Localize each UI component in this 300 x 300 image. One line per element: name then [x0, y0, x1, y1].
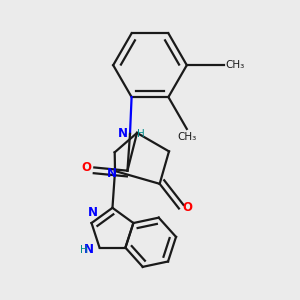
Text: O: O — [82, 161, 92, 174]
Text: CH₃: CH₃ — [226, 60, 245, 70]
Text: O: O — [182, 201, 192, 214]
Text: N: N — [84, 243, 94, 256]
Text: CH₃: CH₃ — [178, 132, 197, 142]
Text: N: N — [107, 167, 117, 180]
Text: N: N — [117, 128, 128, 140]
Text: H: H — [80, 245, 87, 255]
Text: H: H — [137, 129, 145, 139]
Text: N: N — [88, 206, 98, 219]
